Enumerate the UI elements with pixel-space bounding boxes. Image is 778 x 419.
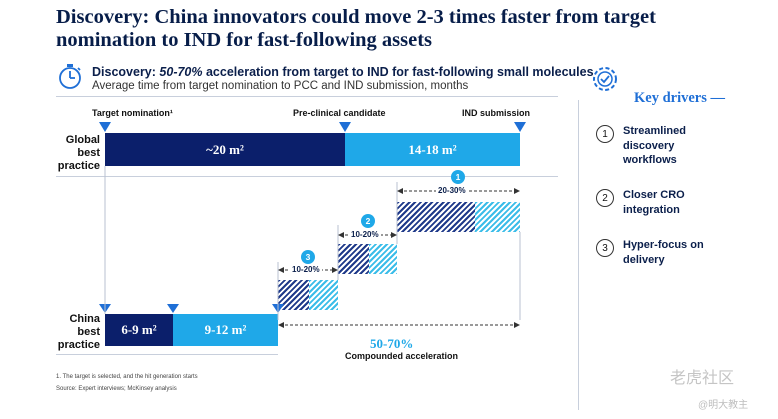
stopwatch-icon (59, 64, 81, 89)
chart-subtitle-detail: Average time from target nomination to P… (92, 80, 469, 92)
step-number-1: 1 (451, 170, 465, 184)
key-driver-text: Closer CRO integration (623, 189, 685, 216)
key-driver-item: 3 Hyper-focus on delivery (596, 238, 704, 267)
row-label-china: China best practice (57, 313, 100, 351)
watermark-handle: @明大教主 (698, 400, 749, 411)
key-drivers-title: Key drivers — (634, 90, 726, 106)
range-step1-arrow-right (514, 188, 520, 194)
range-compounded-arrow-left (278, 322, 284, 328)
hatch-step1-dark (397, 202, 475, 232)
key-driver-number: 1 (596, 125, 614, 143)
hatch-step2-dark (338, 244, 369, 274)
milestone-label-ind: IND submission (462, 108, 531, 118)
row-label-global: Global best practice (57, 134, 100, 172)
milestone-label-pcc: Pre-clinical candidate (293, 108, 386, 118)
key-driver-text: Hyper-focus on delivery (623, 239, 704, 266)
row-divider (56, 354, 278, 355)
step-number-3: 3 (301, 250, 315, 264)
gear-checklist-icon (593, 67, 617, 91)
milestone-marker-target (99, 122, 111, 132)
bar-china-target-to-pcc: 6-9 m² (105, 314, 173, 346)
hatch-step3-light (309, 280, 338, 310)
key-driver-item: 2 Closer CRO integration (596, 188, 685, 217)
source-note: Source: Expert interviews; McKinsey anal… (56, 386, 177, 392)
key-driver-number: 3 (596, 239, 614, 257)
row-divider (56, 176, 558, 177)
range-compounded-arrow-right (514, 322, 520, 328)
compounded-label: Compounded acceleration (345, 351, 459, 361)
step-pct-1: 20-30% (436, 186, 468, 196)
milestone-marker-pcc (339, 122, 351, 132)
bar-global-target-to-pcc: ~20 m² (105, 133, 345, 166)
key-driver-item: 1 Streamlined discovery workflows (596, 124, 686, 168)
range-step2-arrow-right (391, 232, 397, 238)
bar-china-pcc-to-ind: 9-12 m² (173, 314, 278, 346)
range-step1-arrow-left (397, 188, 403, 194)
step-pct-3: 10-20% (290, 265, 322, 275)
hatch-step2-light (369, 244, 397, 274)
compounded-value: 50-70% (370, 336, 414, 351)
chart-subtitle: Discovery: 50-70% acceleration from targ… (92, 65, 594, 79)
panel-divider (578, 100, 579, 410)
bar-global-pcc-to-ind: 14-18 m² (345, 133, 520, 166)
page-title: Discovery: China innovators could move 2… (56, 6, 656, 51)
milestone-marker-china-pcc (167, 304, 179, 313)
watermark: 老虎社区 (670, 370, 735, 387)
step-pct-2: 10-20% (349, 230, 381, 240)
range-step2-arrow-left (338, 232, 344, 238)
step-number-2: 2 (361, 214, 375, 228)
divider (56, 96, 558, 97)
footnote: 1. The target is selected, and the hit g… (56, 374, 198, 380)
hatch-step1-light (475, 202, 520, 232)
milestone-marker-ind (514, 122, 526, 132)
range-step3-arrow-left (278, 267, 284, 273)
key-driver-number: 2 (596, 189, 614, 207)
key-driver-text: Streamlined discovery workflows (623, 125, 686, 166)
range-step3-arrow-right (332, 267, 338, 273)
milestone-label-target: Target nomination¹ (92, 108, 173, 118)
